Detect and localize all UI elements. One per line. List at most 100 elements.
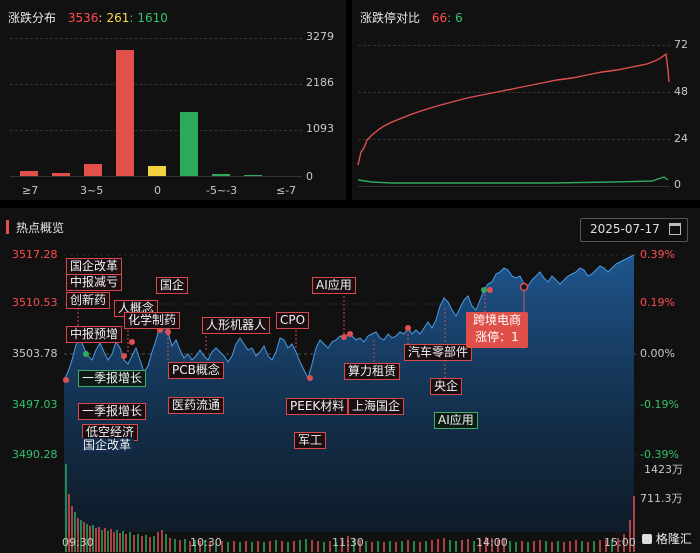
tag-yangqi[interactable]: 央企 [430, 378, 463, 395]
y-right-2: 0.19% [640, 296, 675, 309]
popup-concept: 跨境电商 [472, 313, 521, 327]
popup-limit-count: 涨停：1 [475, 330, 519, 344]
tag-shanghai-guoqi[interactable]: 上海国企 [348, 398, 405, 415]
event-markers [63, 282, 529, 383]
hover-popup: 跨境电商 涨停：1 [466, 312, 528, 348]
limit-y-tick-2: 48 [674, 85, 688, 98]
volume-max: 1423万 [644, 463, 683, 476]
limit-up-count: 66 [431, 11, 448, 25]
tag-guoqi-gaige[interactable]: 国企改革 [66, 258, 123, 275]
volume-mid: 711.3万 [640, 492, 683, 505]
dist-grid-3 [10, 130, 302, 131]
y-right-3: 0.00% [640, 347, 675, 360]
y-left-1: 3517.28 [12, 248, 58, 261]
dist-grid-2 [10, 84, 302, 85]
index-area [64, 255, 634, 532]
dist-bar-6 [180, 112, 198, 176]
y-left-4: 3497.03 [12, 398, 58, 411]
x-tick-1500: 15:00 [604, 536, 636, 549]
limit-grid-3 [358, 139, 670, 140]
tag-peek-cailiao[interactable]: PEEK材料 [286, 398, 349, 415]
dist-bar-4 [116, 50, 134, 176]
tag-zhongbao-yuzeng[interactable]: 中报预增 [66, 326, 123, 343]
tag-chuangxinyao[interactable]: 创新药 [66, 292, 111, 309]
dist-y-tick-1: 3279 [306, 30, 334, 43]
tag-yijibao-zengzhang-2[interactable]: 一季报增长 [78, 403, 147, 420]
distribution-panel: 涨跌分布 3536: 261: 1610 3279 2186 1093 0 ≥7 3… [0, 0, 346, 200]
tag-ai-yingyong-top[interactable]: AI应用 [312, 277, 356, 294]
watermark: 格隆汇 [642, 530, 692, 547]
limit-up-line [357, 52, 670, 166]
limit-y-tick-4: 0 [674, 178, 681, 191]
dist-y-tick-2: 2186 [306, 76, 334, 89]
distribution-title-row: 涨跌分布 3536: 261: 1610 [8, 9, 168, 26]
tag-renxing-jiqiren[interactable]: 人形机器人 [202, 317, 271, 334]
watermark-text: 格隆汇 [655, 532, 692, 546]
x-tick-1400: 14:00 [476, 536, 508, 549]
y-right-5: -0.39% [640, 448, 679, 461]
y-left-3: 3503.78 [12, 347, 58, 360]
limit-grid-1 [358, 45, 670, 46]
x-tick-1030: 10:30 [190, 536, 222, 549]
limit-sep: : [447, 11, 452, 25]
down-count: 1610 [137, 11, 168, 25]
dist-bar-1 [20, 171, 38, 176]
dist-x-tick-5: ≤-7 [276, 184, 297, 197]
dist-grid-1 [10, 38, 302, 39]
tag-qiche-lingbujian[interactable]: 汽车零部件 [404, 344, 473, 361]
limit-down-count: 6 [455, 11, 463, 25]
dist-x-tick-3: 0 [154, 184, 161, 197]
tag-guoqi-gaige-bottom[interactable]: 国企改革 [80, 438, 135, 453]
limit-y-tick-1: 72 [674, 38, 688, 51]
tag-cpo[interactable]: CPO [276, 312, 310, 329]
dist-x-tick-4: -5~-3 [206, 184, 238, 197]
dist-x-tick-2: 3~5 [80, 184, 104, 197]
limit-y-tick-3: 24 [674, 132, 688, 145]
limit-down-line [357, 176, 669, 184]
dist-x-tick-1: ≥7 [22, 184, 39, 197]
dist-bar-8 [244, 175, 262, 176]
calendar-icon [669, 223, 681, 235]
limit-title-row: 涨跌停对比 66: 6 [360, 9, 463, 26]
tag-zhongbao-jiankui[interactable]: 中报减亏 [66, 274, 123, 291]
tag-yijibao-zengzhang-1[interactable]: 一季报增长 [78, 370, 147, 387]
tag-pcb-gainian[interactable]: PCB概念 [168, 362, 224, 379]
limit-grid-4 [358, 186, 670, 187]
sep-2: : [129, 11, 134, 25]
tag-yiyao-liutong[interactable]: 医药流通 [168, 397, 225, 414]
dist-bar-5 [148, 166, 166, 176]
limit-panel: 涨跌停对比 66: 6 72 48 24 0 [352, 0, 700, 200]
date-picker[interactable]: 2025-07-17 [580, 218, 688, 242]
hotspot-title: 热点概览 [16, 221, 65, 235]
limit-title: 涨跌停对比 [360, 11, 421, 25]
sep-1: : [98, 11, 103, 25]
up-count: 3536 [67, 11, 99, 25]
limit-lines [357, 52, 670, 184]
flat-count: 261 [106, 11, 130, 25]
y-right-4: -0.19% [640, 398, 679, 411]
title-accent [6, 220, 9, 234]
tag-ai-yingyong-bottom[interactable]: AI应用 [434, 412, 478, 429]
limit-grid-2 [358, 92, 670, 93]
dist-bar-2 [52, 173, 70, 176]
date-value: 2025-07-17 [590, 222, 660, 236]
tag-suanli-zulin[interactable]: 算力租赁 [344, 363, 401, 380]
y-left-2: 3510.53 [12, 296, 58, 309]
dist-bar-3 [84, 164, 102, 176]
dist-grid-4 [10, 176, 302, 177]
y-left-5: 3490.28 [12, 448, 58, 461]
volume-bars [65, 464, 635, 552]
dist-bar-7 [212, 174, 230, 176]
dist-y-tick-3: 1093 [306, 122, 334, 135]
tag-dikong-jingji[interactable]: 低空经济 [82, 424, 139, 441]
tag-huaxue-zhiyao[interactable]: 化学制药 [124, 312, 181, 329]
tag-guoqi[interactable]: 国企 [156, 277, 189, 294]
dist-bars [10, 38, 302, 176]
watermark-logo-icon [642, 534, 652, 544]
tag-jungong[interactable]: 军工 [294, 432, 327, 449]
distribution-title: 涨跌分布 [8, 11, 57, 25]
x-tick-0930: 09:30 [62, 536, 94, 549]
x-tick-1130: 11:30 [332, 536, 364, 549]
y-right-1: 0.39% [640, 248, 675, 261]
dist-y-tick-4: 0 [306, 170, 313, 183]
